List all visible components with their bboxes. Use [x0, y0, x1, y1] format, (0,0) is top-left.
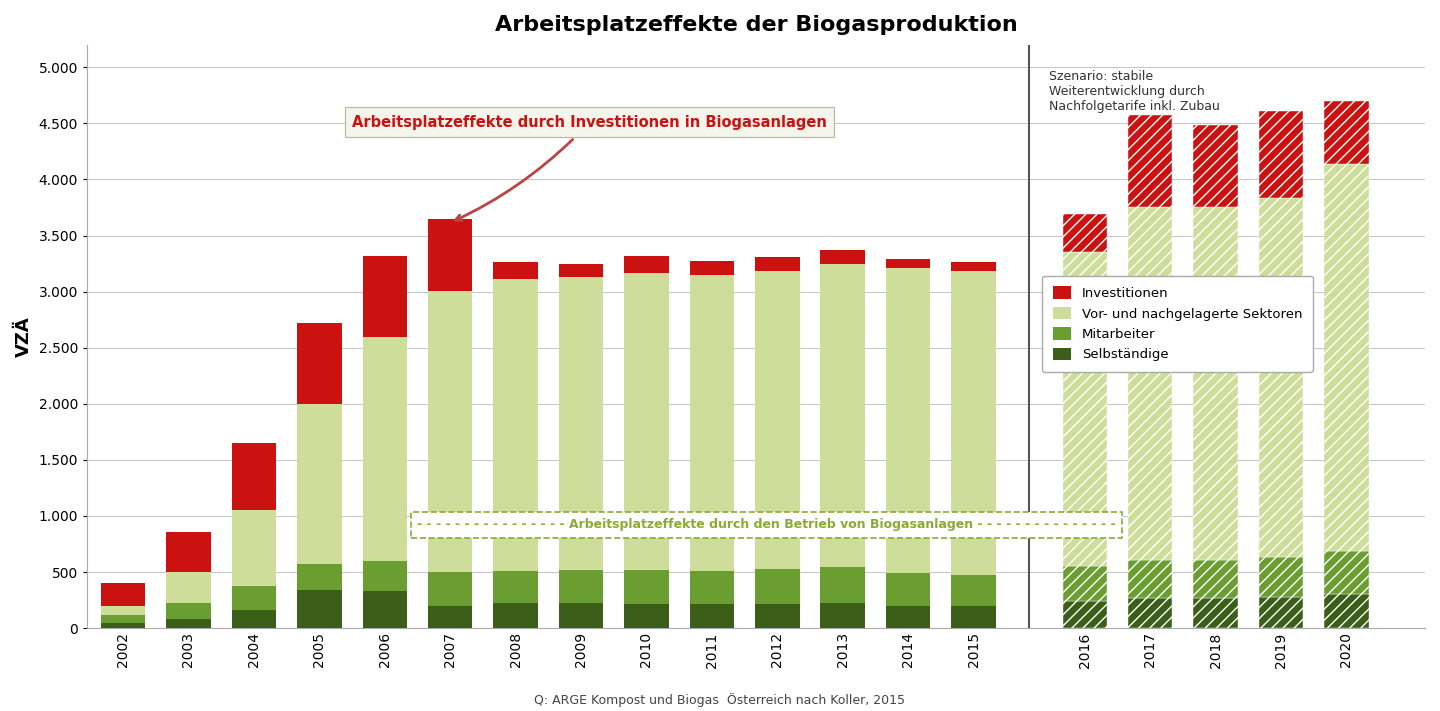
Bar — [101, 623, 145, 628]
Bar — [755, 604, 799, 628]
Bar — [1194, 560, 1238, 599]
Bar — [297, 323, 341, 404]
Bar — [821, 264, 865, 567]
Bar — [1325, 594, 1369, 628]
Bar — [952, 271, 996, 575]
Bar — [428, 572, 472, 606]
Bar — [1063, 601, 1107, 628]
Y-axis label: VZÄ: VZÄ — [14, 316, 33, 357]
Bar — [886, 259, 930, 268]
Bar — [428, 219, 472, 291]
Bar — [428, 606, 472, 628]
Bar — [821, 603, 865, 628]
Bar — [363, 591, 408, 628]
Bar — [690, 275, 734, 571]
Bar — [101, 606, 145, 615]
Bar — [494, 571, 539, 604]
Text: Q: ARGE Kompost und Biogas  Österreich nach Koller, 2015: Q: ARGE Kompost und Biogas Österreich na… — [534, 693, 906, 707]
Bar — [1128, 560, 1172, 599]
Bar — [428, 291, 472, 572]
Bar — [755, 257, 799, 271]
Bar — [559, 603, 603, 628]
Bar — [232, 610, 276, 628]
Bar — [1259, 110, 1303, 198]
Bar — [363, 256, 408, 336]
Bar — [624, 256, 668, 273]
Bar — [363, 336, 408, 561]
Bar — [101, 615, 145, 623]
Bar — [690, 571, 734, 604]
Bar — [1259, 557, 1303, 597]
Bar — [494, 279, 539, 571]
Text: Arbeitsplatzeffekte durch Investitionen in Biogasanlagen: Arbeitsplatzeffekte durch Investitionen … — [351, 114, 827, 220]
Bar — [624, 570, 668, 604]
Bar — [166, 572, 210, 604]
Title: Arbeitsplatzeffekte der Biogasproduktion: Arbeitsplatzeffekte der Biogasproduktion — [495, 15, 1018, 35]
Bar — [494, 262, 539, 279]
Bar — [886, 606, 930, 628]
Bar — [297, 565, 341, 590]
Bar — [624, 273, 668, 570]
Bar — [690, 262, 734, 275]
Bar — [1325, 551, 1369, 594]
Bar — [755, 570, 799, 604]
Bar — [559, 277, 603, 570]
Bar — [1194, 125, 1238, 207]
Bar — [755, 271, 799, 570]
Bar — [166, 619, 210, 628]
Bar — [821, 567, 865, 603]
Bar — [232, 586, 276, 610]
Bar — [1325, 164, 1369, 551]
Bar — [494, 604, 539, 628]
Bar — [363, 561, 408, 591]
Bar — [1259, 198, 1303, 557]
Bar — [297, 404, 341, 565]
Bar — [1063, 252, 1107, 566]
Bar — [624, 604, 668, 628]
Bar — [952, 262, 996, 271]
Bar — [101, 583, 145, 606]
Bar — [1128, 115, 1172, 207]
Bar — [952, 575, 996, 606]
Bar — [886, 268, 930, 573]
Bar — [1194, 599, 1238, 628]
Bar — [886, 573, 930, 606]
Bar — [1259, 597, 1303, 628]
Text: Szenario: stabile
Weiterentwicklung durch
Nachfolgetarife inkl. Zubau: Szenario: stabile Weiterentwicklung durc… — [1048, 70, 1220, 112]
Legend: Investitionen, Vor- und nachgelagerte Sektoren, Mitarbeiter, Selbständige: Investitionen, Vor- und nachgelagerte Se… — [1043, 276, 1313, 372]
Bar — [690, 604, 734, 628]
Bar — [232, 510, 276, 586]
Bar — [1063, 214, 1107, 252]
Bar — [1325, 101, 1369, 164]
Bar — [166, 604, 210, 619]
Text: - - - - - - - - - - - - - - - - Arbeitsplatzeffekte durch den Betrieb von Biogas: - - - - - - - - - - - - - - - - Arbeitsp… — [418, 518, 1116, 531]
Bar — [166, 532, 210, 572]
Bar — [559, 264, 603, 277]
Bar — [1194, 207, 1238, 560]
Bar — [297, 590, 341, 628]
Bar — [821, 250, 865, 264]
Bar — [1063, 566, 1107, 601]
Bar — [559, 570, 603, 603]
Bar — [1128, 207, 1172, 560]
Bar — [232, 443, 276, 510]
Bar — [1128, 599, 1172, 628]
Bar — [952, 606, 996, 628]
